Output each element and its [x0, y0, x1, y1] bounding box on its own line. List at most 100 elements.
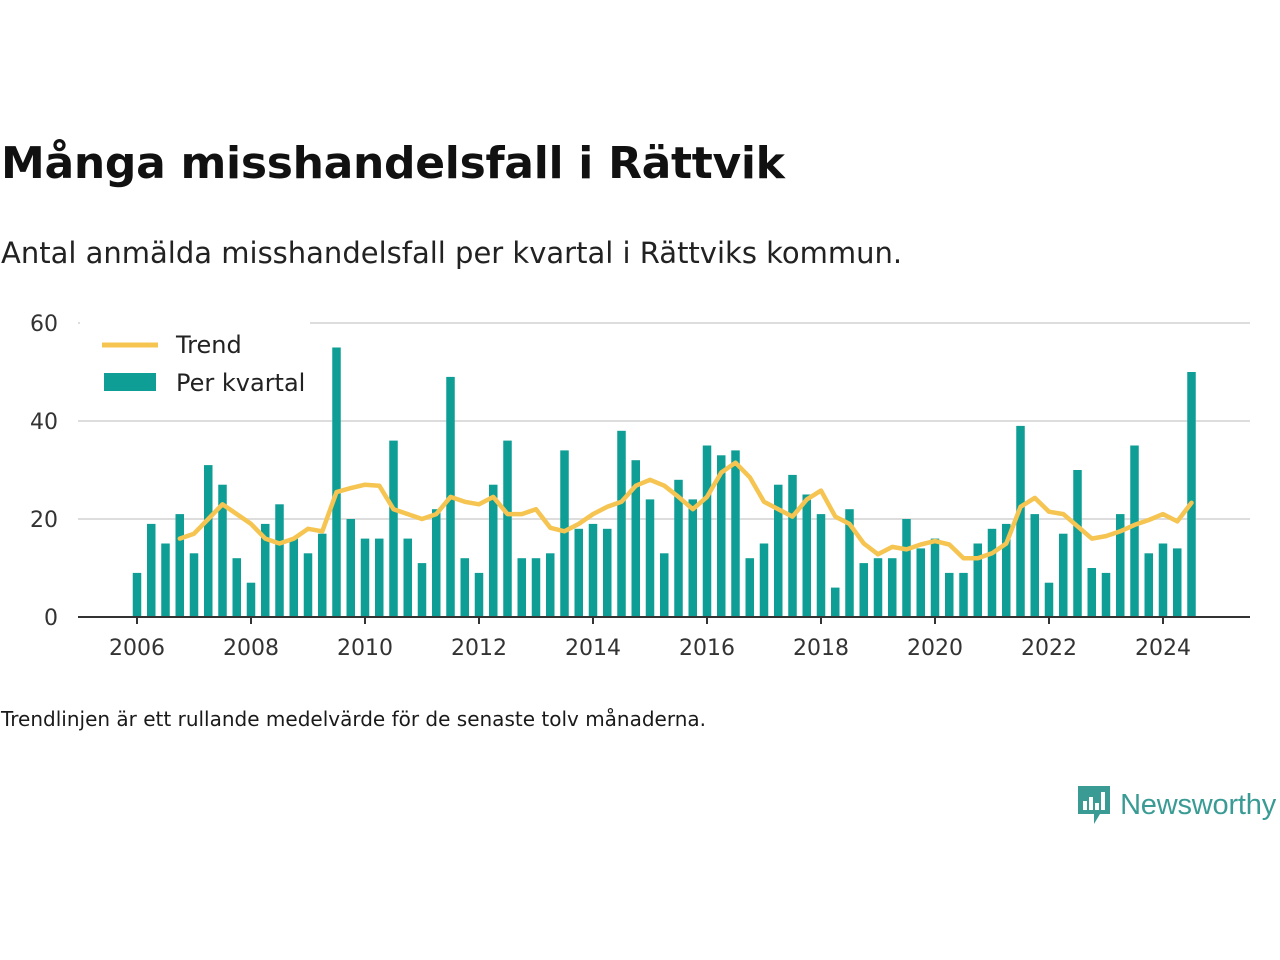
- bar: [759, 543, 769, 617]
- legend-trend-label: Trend: [175, 331, 242, 359]
- bar: [275, 504, 284, 617]
- bar: [132, 572, 142, 617]
- bar: [617, 430, 626, 617]
- bar: [503, 440, 512, 617]
- bar: [474, 572, 484, 617]
- x-tick-label: 2024: [1135, 636, 1191, 661]
- bar: [987, 528, 997, 617]
- bar: [1002, 523, 1011, 617]
- brand-logo[interactable]: Newsworthy: [1076, 784, 1276, 826]
- bar: [1030, 514, 1039, 617]
- bar: [1144, 553, 1153, 617]
- bar: [945, 572, 954, 617]
- bar: [603, 528, 612, 617]
- x-tick-label: 2008: [223, 636, 279, 661]
- bar: [831, 587, 840, 617]
- bar: [816, 514, 826, 617]
- bar: [189, 553, 199, 617]
- bar: [432, 509, 441, 617]
- chart-subtitle: Antal anmälda misshandelsfall per kvarta…: [1, 236, 903, 270]
- x-tick-label: 2020: [907, 636, 963, 661]
- bar: [332, 347, 341, 617]
- x-tick-label: 2014: [565, 636, 621, 661]
- bar: [1130, 445, 1139, 617]
- bar: [574, 528, 583, 617]
- bar: [973, 543, 982, 617]
- bar: [346, 519, 355, 617]
- bar: [246, 582, 256, 617]
- bar: [1187, 372, 1196, 617]
- bar: [1059, 533, 1068, 617]
- legend-bar-label: Per kvartal: [176, 369, 305, 397]
- bar: [489, 484, 498, 617]
- bar: [403, 538, 412, 617]
- bar: [845, 509, 854, 617]
- bar: [588, 523, 598, 617]
- x-tick-label: 2012: [451, 636, 507, 661]
- bar: [702, 445, 712, 617]
- bar: [774, 484, 783, 617]
- bar: [959, 572, 968, 617]
- bar: [731, 450, 740, 617]
- y-tick-label: 0: [44, 606, 58, 631]
- bar: [232, 558, 241, 617]
- bar: [560, 450, 569, 617]
- bar: [859, 563, 868, 617]
- bar: [745, 558, 754, 617]
- bar: [674, 479, 683, 617]
- bar: [175, 514, 184, 617]
- y-tick-label: 40: [30, 410, 58, 435]
- bar: [375, 538, 384, 617]
- brand-name: Newsworthy: [1120, 788, 1276, 821]
- x-tick-label: 2006: [109, 636, 165, 661]
- bar: [1158, 543, 1168, 617]
- bar: [417, 563, 427, 617]
- bar: [688, 499, 697, 617]
- bar: [802, 494, 811, 617]
- y-tick-label: 20: [30, 508, 58, 533]
- bar: [1101, 572, 1111, 617]
- bar-line-chart: 0 20 40 60 2006 2008 2010 2012 2014 2016 2018 2020 2…: [30, 312, 1250, 661]
- bar: [389, 440, 398, 617]
- bar: [517, 558, 526, 617]
- bar: [546, 553, 555, 617]
- chart-title: Många misshandelsfall i Rättvik: [1, 138, 785, 189]
- bar: [261, 523, 270, 617]
- bar: [531, 558, 541, 617]
- x-tick-label: 2018: [793, 636, 849, 661]
- bar: [360, 538, 370, 617]
- bar: [1044, 582, 1054, 617]
- bar: [902, 519, 911, 617]
- newsworthy-logo-icon: [1078, 786, 1111, 824]
- bar: [204, 465, 213, 617]
- bar: [303, 553, 313, 617]
- bar: [788, 474, 797, 617]
- bar: [147, 523, 156, 617]
- bar: [916, 548, 925, 617]
- bar: [218, 484, 227, 617]
- bar: [873, 558, 883, 617]
- bar: [318, 533, 327, 617]
- bar: [1016, 425, 1025, 617]
- x-tick-label: 2022: [1021, 636, 1077, 661]
- bar: [1073, 470, 1082, 617]
- bar: [660, 553, 669, 617]
- bar: [888, 558, 897, 617]
- bar: [645, 499, 655, 617]
- bar: [460, 558, 469, 617]
- chart-footnote: Trendlinjen är ett rullande medelvärde f…: [1, 707, 707, 731]
- bar: [631, 460, 640, 617]
- bar: [930, 538, 940, 617]
- bar: [161, 543, 170, 617]
- bar: [1173, 548, 1182, 617]
- bar: [1087, 568, 1096, 617]
- bar: [1116, 514, 1125, 617]
- bar: [717, 455, 726, 617]
- x-tick-label: 2016: [679, 636, 735, 661]
- trend-line: [177, 460, 1194, 561]
- bar: [289, 538, 298, 617]
- x-tick-label: 2010: [337, 636, 393, 661]
- legend-bar-swatch: [104, 373, 156, 391]
- legend-background: [80, 322, 310, 408]
- y-tick-label: 60: [30, 312, 58, 337]
